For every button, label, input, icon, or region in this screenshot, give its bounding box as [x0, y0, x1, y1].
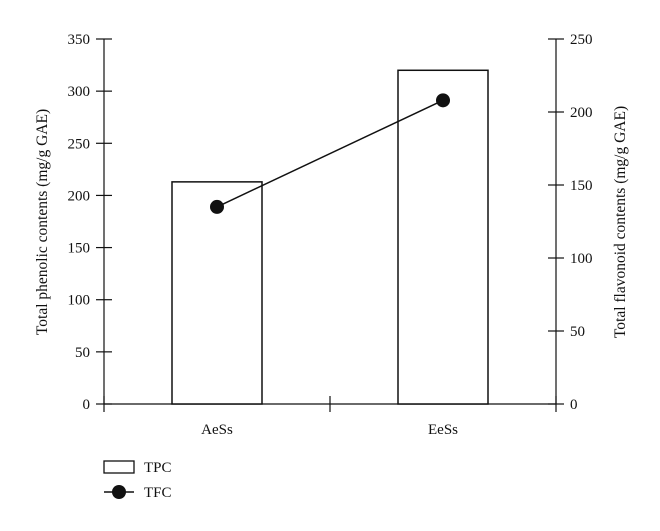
y2-tick-label: 150 — [570, 178, 593, 194]
tfc-point — [436, 93, 450, 108]
x-tick-label: AeSs — [201, 422, 233, 438]
y-tick-label: 150 — [68, 241, 91, 257]
y2-tick-label: 50 — [570, 324, 585, 340]
y-tick-label: 100 — [68, 293, 91, 309]
y-tick-label: 300 — [68, 84, 91, 100]
y2-tick-label: 0 — [570, 397, 578, 413]
y-tick-label: 350 — [68, 32, 91, 48]
y2-tick-label: 250 — [570, 32, 593, 48]
bar-tpc — [171, 181, 263, 405]
tfc-line-series — [210, 93, 450, 214]
legend: TPC TFC — [103, 460, 172, 501]
legend-swatch-tpc — [103, 460, 135, 474]
legend-label-tpc: TPC — [144, 460, 172, 476]
y-tick-label: 50 — [75, 345, 90, 361]
x-tick-label: EeSs — [428, 422, 458, 438]
bars — [171, 69, 489, 405]
y-tick-label: 200 — [68, 188, 91, 204]
ticks: 0 50 100 150 200 250 300 350 0 50 100 150 200 250 AeSs… — [68, 32, 593, 438]
y-tick-label: 250 — [68, 136, 91, 152]
y2-tick-label: 100 — [570, 251, 593, 267]
y-tick-label: 0 — [83, 397, 91, 413]
bar-tpc — [397, 69, 489, 405]
y-axis-title: Total phenolic contents (mg/g GAE) — [34, 109, 51, 335]
y2-axis-title: Total flavonoid contents (mg/g GAE) — [612, 106, 629, 338]
legend-label-tfc: TFC — [144, 485, 172, 501]
y2-tick-label: 200 — [570, 105, 593, 121]
tfc-line — [216, 99, 444, 208]
legend-marker-tfc — [112, 485, 126, 499]
tfc-point — [210, 199, 224, 214]
